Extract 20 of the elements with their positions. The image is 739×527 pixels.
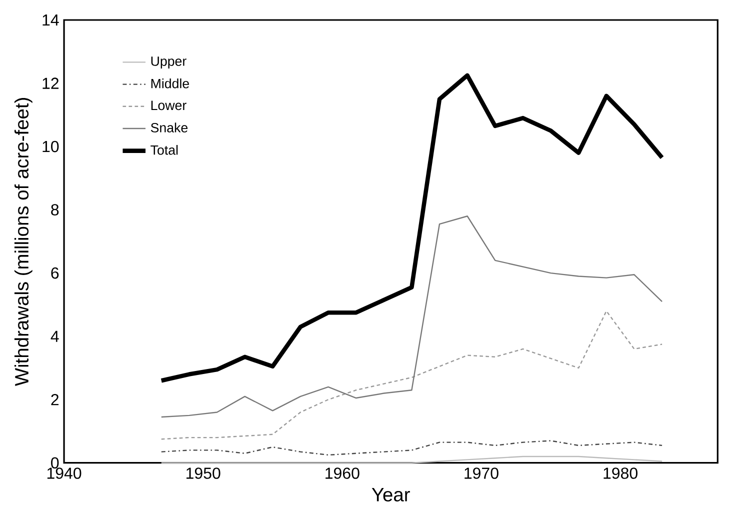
y-tick-label: 0 [51, 457, 59, 469]
y-tick-label: 2 [51, 394, 59, 406]
legend-label: Snake [150, 122, 188, 132]
x-tick-label: 1980 [604, 468, 638, 479]
y-tick-label: 14 [42, 14, 59, 26]
y-tick-label: 6 [51, 267, 59, 279]
x-tick-label: 1970 [464, 468, 498, 479]
y-tick-label: 10 [42, 140, 59, 152]
legend-label: Middle [151, 78, 189, 88]
legend-label: Lower [151, 100, 186, 110]
x-tick-label: 1960 [326, 468, 360, 479]
y-axis-title: Withdrawals (millions of acre-feet) [14, 98, 32, 386]
y-tick-label: 8 [51, 204, 59, 216]
x-tick-label: 1950 [186, 468, 220, 479]
y-tick-label: 12 [42, 78, 59, 89]
x-tick-label: 1940 [47, 468, 82, 479]
y-tick-label: 4 [50, 330, 59, 342]
legend-label: Total [150, 145, 178, 155]
x-axis-title: Year [372, 488, 410, 502]
legend-label: Upper [151, 56, 186, 69]
